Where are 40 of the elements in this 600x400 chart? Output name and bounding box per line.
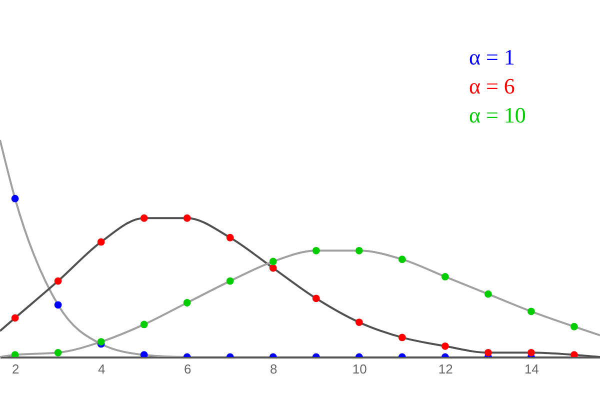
point <box>312 246 320 254</box>
point <box>570 351 578 357</box>
point <box>312 294 320 302</box>
point <box>140 214 148 222</box>
point <box>527 348 535 356</box>
x-tick-label: 14 <box>524 362 539 376</box>
point <box>484 290 492 298</box>
text: α = 6 <box>469 73 515 98</box>
point <box>183 299 191 306</box>
point <box>269 258 277 266</box>
point <box>441 342 449 350</box>
point <box>527 308 535 316</box>
x-tick-label: 6 <box>184 362 192 376</box>
x-tick-label: 12 <box>438 362 453 376</box>
point <box>54 277 62 285</box>
point <box>11 351 19 357</box>
point <box>11 314 19 322</box>
point <box>355 246 363 254</box>
point <box>226 234 234 242</box>
point <box>97 238 105 246</box>
point <box>54 301 62 309</box>
x-tick-label: 4 <box>98 362 106 376</box>
point <box>140 320 148 328</box>
point <box>441 273 449 280</box>
point <box>355 318 363 326</box>
x-tick-label: 10 <box>352 362 367 376</box>
point <box>183 214 191 222</box>
point <box>54 348 62 356</box>
point <box>570 322 578 330</box>
point <box>269 264 277 272</box>
x-tick-label: 8 <box>270 362 278 376</box>
point <box>398 256 406 264</box>
point <box>226 277 234 285</box>
x-tick-label: 2 <box>12 362 20 376</box>
point <box>484 348 492 356</box>
text: α = 1 <box>469 44 515 70</box>
point <box>398 334 406 342</box>
point <box>11 194 19 202</box>
point <box>140 351 148 357</box>
text: α = 10 <box>469 102 526 128</box>
